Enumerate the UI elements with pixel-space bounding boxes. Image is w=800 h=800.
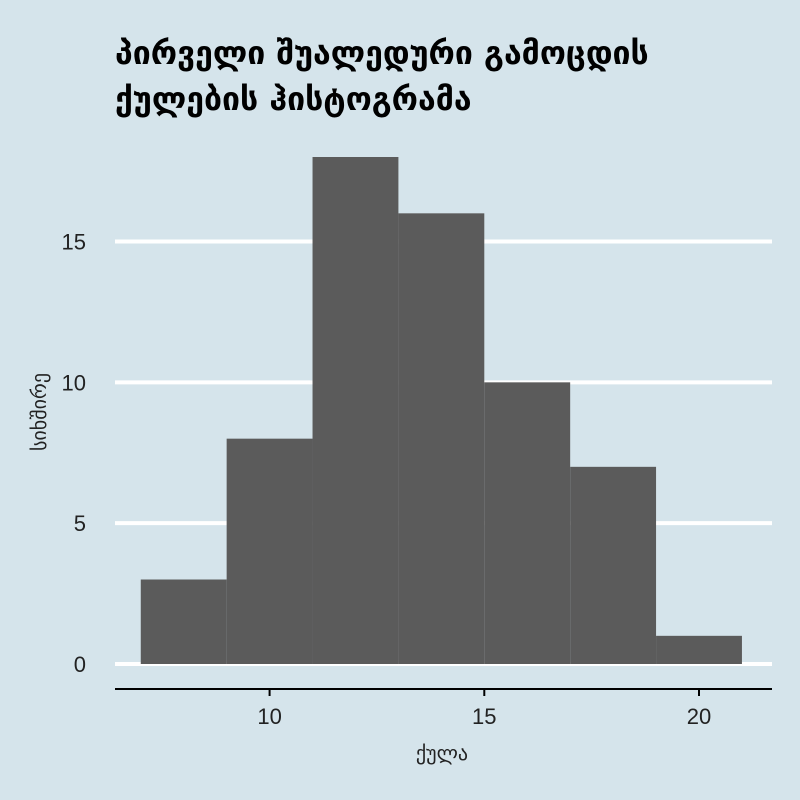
y-axis-ticks: 0 5 10 15 [62,230,86,678]
chart-title-line-1: პირველი შუალედური გამოცდის [115,34,649,72]
histogram-bar [570,466,657,664]
histogram-bar [226,438,313,664]
histogram-bar [484,382,571,664]
x-axis-title: ქულა [416,741,468,765]
x-tick-label: 15 [472,704,496,729]
y-tick-label: 0 [74,652,86,677]
y-tick-label: 15 [62,230,86,255]
x-tick-label: 10 [257,704,281,729]
chart-title-line-2: ქულების ჰისტოგრამა [115,80,472,118]
y-axis-title: სიხშირე [27,373,51,451]
x-tick-label: 20 [687,704,711,729]
x-axis: 10 15 20 [115,688,772,729]
histogram-bars [140,157,742,665]
histogram-bar [398,213,485,665]
histogram-bar [312,157,399,664]
histogram-bar [140,579,227,664]
y-tick-label: 10 [62,370,86,395]
y-tick-label: 5 [74,511,86,536]
histogram-bar [656,635,742,664]
